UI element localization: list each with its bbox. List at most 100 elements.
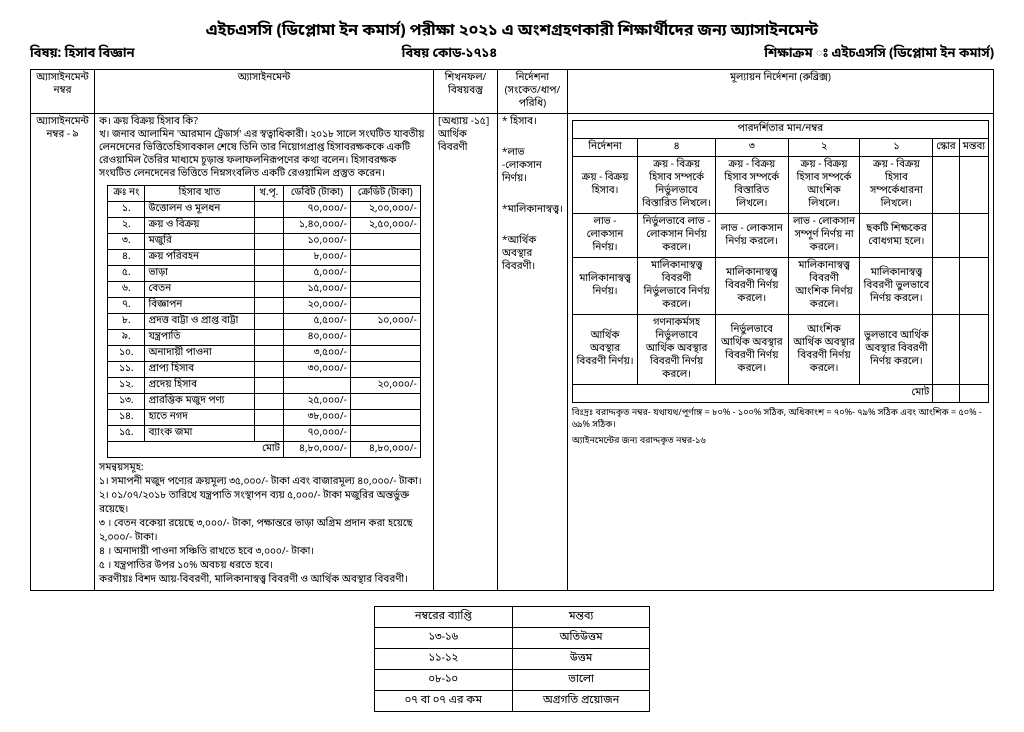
ledger-cell xyxy=(254,250,283,266)
rubric-total-label: মোট xyxy=(572,385,933,403)
adjustments-title: সমন্বয়সমূহ: xyxy=(99,462,429,476)
ledger-cell: উত্তোলন ও মূলধন xyxy=(145,202,254,218)
ledger-cell xyxy=(254,234,283,250)
rubric-comment-cell xyxy=(959,258,988,315)
ledger-cell: ১০,০০০/- xyxy=(350,314,420,330)
ledger-header: ক্রেডিট (টাকা) xyxy=(350,186,420,202)
rubric-header: মন্তব্য xyxy=(959,139,988,157)
ledger-cell xyxy=(350,362,420,378)
ledger-row: ১২.প্রদেয় হিসাব২০,০০০/- xyxy=(108,378,421,394)
rubric-header: ২ xyxy=(788,139,860,157)
ledger-cell: ২৫,০০০/- xyxy=(284,394,351,410)
ledger-cell xyxy=(254,330,283,346)
page-title: এইচএসসি (ডিপ্লোমা ইন কমার্স) পরীক্ষা ২০২… xyxy=(30,20,994,42)
ledger-cell xyxy=(284,378,351,394)
rubric-row: ক্রয় - বিক্রয় হিসাব।ক্রয় - বিক্রয় হি… xyxy=(572,157,988,214)
rubric-cell: ক্রয় - বিক্রয় হিসাব সম্পর্কে আংশিক লিখ… xyxy=(788,157,860,214)
ledger-total-label: মোট xyxy=(108,442,284,458)
ledger-cell: ৯. xyxy=(108,330,145,346)
ledger-cell: ৩. xyxy=(108,234,145,250)
ledger-cell: মজুরি xyxy=(145,234,254,250)
adjustments-block: সমন্বয়সমূহ: ১। সমাপনী মজুদ পণ্যের ক্রয়… xyxy=(99,462,429,588)
ledger-cell: ১. xyxy=(108,202,145,218)
ledger-cell xyxy=(350,346,420,362)
ledger-row: ৯.যন্ত্রপাতি৪০,০০০/- xyxy=(108,330,421,346)
rubric-title: পারদর্শিতার মান/নম্বর xyxy=(572,121,988,139)
ledger-cell: ব্যাংক জমা xyxy=(145,426,254,442)
rubric-cell: ক্রয় - বিক্রয় হিসাব সম্পর্কেধারনা লিখল… xyxy=(860,157,933,214)
adjustment-line: ৪ । অনাদায়ী পাওনা সঞ্চিতি রাখতে হবে ৩,০… xyxy=(99,546,429,560)
rubric-table: পারদর্শিতার মান/নম্বর নির্দেশনা৪৩২১স্কোর… xyxy=(572,120,989,403)
program-label: শিক্ষাক্রম ঃ এইচএসসি (ডিপ্লোমা ইন কমার্স… xyxy=(764,46,994,63)
ledger-cell: হাতে নগদ xyxy=(145,410,254,426)
rubric-total-score xyxy=(933,385,959,403)
rubric-cell: আংশিক আর্থিক অবস্থার বিবরণী নির্ণয় করলে… xyxy=(788,315,860,385)
rubric-header: স্কোর xyxy=(933,139,959,157)
ledger-cell xyxy=(350,410,420,426)
ledger-cell: ৫,৫০০/- xyxy=(284,314,351,330)
rubric-cell: মালিকানাস্বত্ত্ব বিবরণী নির্ণয় করলে। xyxy=(715,258,788,315)
ledger-cell: বিজ্ঞাপন xyxy=(145,298,254,314)
rubric-cell: ক্রয় - বিক্রয় হিসাব সম্পর্কে বিস্তারিত… xyxy=(715,157,788,214)
ledger-header: খ.পৃ. xyxy=(254,186,283,202)
topic-cell: [অধ্যায় -১৫] আর্থিক বিবরণী xyxy=(434,114,498,591)
ledger-total-debit: ৪,৮০,০০০/- xyxy=(284,442,351,458)
adjustment-line: ১। সমাপনী মজুদ পণ্যের ক্রয়মূল্য ৩৫,০০০/… xyxy=(99,476,429,490)
bottom-row: ০৮-১০ভালো xyxy=(374,670,650,691)
rubric-comment-cell xyxy=(959,214,988,258)
rubric-score-cell xyxy=(933,214,959,258)
ledger-cell xyxy=(350,250,420,266)
ledger-cell: ৪. xyxy=(108,250,145,266)
ledger-cell: ১০,০০০/- xyxy=(284,234,351,250)
ledger-cell xyxy=(254,410,283,426)
rubric-cell: মালিকানাস্বত্ত্ব বিবরণী ভুলভাবে নির্ণয় … xyxy=(860,258,933,315)
ledger-row: ৬.বেতন১৫,০০০/- xyxy=(108,282,421,298)
ledger-row: ১.উত্তোলন ও মূলধন৭০,০০০/-২,০০,০০০/- xyxy=(108,202,421,218)
ledger-cell xyxy=(254,362,283,378)
rubric-row: আর্থিক অবস্থার বিবরণী নির্ণয়।গণনাকর্মসহ… xyxy=(572,315,988,385)
rubric-cell: ছকটি শিক্ষকের বোধগম্য হলে। xyxy=(860,214,933,258)
ledger-cell: ৮. xyxy=(108,314,145,330)
adjustment-line: ২। ০১/০৭/২০১৮ তারিখে যন্ত্রপাতি সংস্থাপন… xyxy=(99,490,429,518)
ledger-cell: বেতন xyxy=(145,282,254,298)
hdr-rubric: মূল্যায়ন নির্দেশনা (রুব্রিক্স) xyxy=(567,70,993,114)
ledger-cell: ক্রয় ও বিক্রয় xyxy=(145,218,254,234)
ledger-cell: প্রারম্ভিক মজুদ পণ্য xyxy=(145,394,254,410)
rubric-score-cell xyxy=(933,258,959,315)
ledger-cell xyxy=(254,266,283,282)
ledger-cell: ১০. xyxy=(108,346,145,362)
ledger-cell xyxy=(254,378,283,394)
ledger-row: ১৪.হাতে নগদ৩৮,০০০/- xyxy=(108,410,421,426)
ledger-cell: ২. xyxy=(108,218,145,234)
ledger-header: হিসাব খাত xyxy=(145,186,254,202)
rubric-cell: মালিকানাস্বত্ত্ব নির্ণয়। xyxy=(572,258,637,315)
rubric-cell: ভুলভাবে আর্থিক অবস্থার বিবরণী নির্ণয় কর… xyxy=(860,315,933,385)
bottom-table: নম্বরের ব্যাপ্তিমন্তব্য ১৩-১৬অতিউত্তম১১-… xyxy=(374,606,651,712)
ledger-row: ৪.ক্রয় পরিবহন৮,০০০/- xyxy=(108,250,421,266)
bottom-row: ০৭ বা ০৭ এর কমঅগ্রগতি প্রয়োজন xyxy=(374,691,650,712)
rubric-header: ৩ xyxy=(715,139,788,157)
ledger-cell xyxy=(350,234,420,250)
ledger-cell xyxy=(254,394,283,410)
ledger-cell: ১৫,০০০/- xyxy=(284,282,351,298)
ledger-cell xyxy=(350,330,420,346)
ledger-cell: ২,০০,০০০/- xyxy=(350,202,420,218)
ledger-cell xyxy=(350,282,420,298)
ledger-row: ২.ক্রয় ও বিক্রয়১,৪০,০০০/-২,৫০,০০০/- xyxy=(108,218,421,234)
rubric-cell: লাভ - লোকসান সম্পূর্ণ নির্ণয় না করলে। xyxy=(788,214,860,258)
adjustment-line: ৩ । বেতন বকেয়া রয়েছে ৩,০০০/- টাকা, পক্… xyxy=(99,518,429,546)
assignment-cell: ক। ক্রয় বিক্রয় হিসাব কি? খ। জনাব আলামি… xyxy=(95,114,434,591)
rubric-comment-cell xyxy=(959,157,988,214)
adjustment-line: ৫ । যন্ত্রপাতির উপর ১০% অবচয় ধরতে হবে। xyxy=(99,560,429,574)
ledger-cell xyxy=(350,266,420,282)
ledger-cell xyxy=(254,202,283,218)
ledger-cell: ২০,০০০/- xyxy=(284,298,351,314)
ledger-row: ১৩.প্রারম্ভিক মজুদ পণ্য২৫,০০০/- xyxy=(108,394,421,410)
ledger-row: ৫.ভাড়া৫,০০০/- xyxy=(108,266,421,282)
ledger-cell: ৩০,০০০/- xyxy=(284,362,351,378)
ledger-cell: ৩৮,০০০/- xyxy=(284,410,351,426)
ledger-cell xyxy=(350,394,420,410)
rubric-cell: নির্ভুলভাবে লাভ - লোকসান নির্ণয় করলে। xyxy=(638,214,716,258)
ledger-header: ডেবিট (টাকা) xyxy=(284,186,351,202)
ledger-header: ক্রঃ নং xyxy=(108,186,145,202)
